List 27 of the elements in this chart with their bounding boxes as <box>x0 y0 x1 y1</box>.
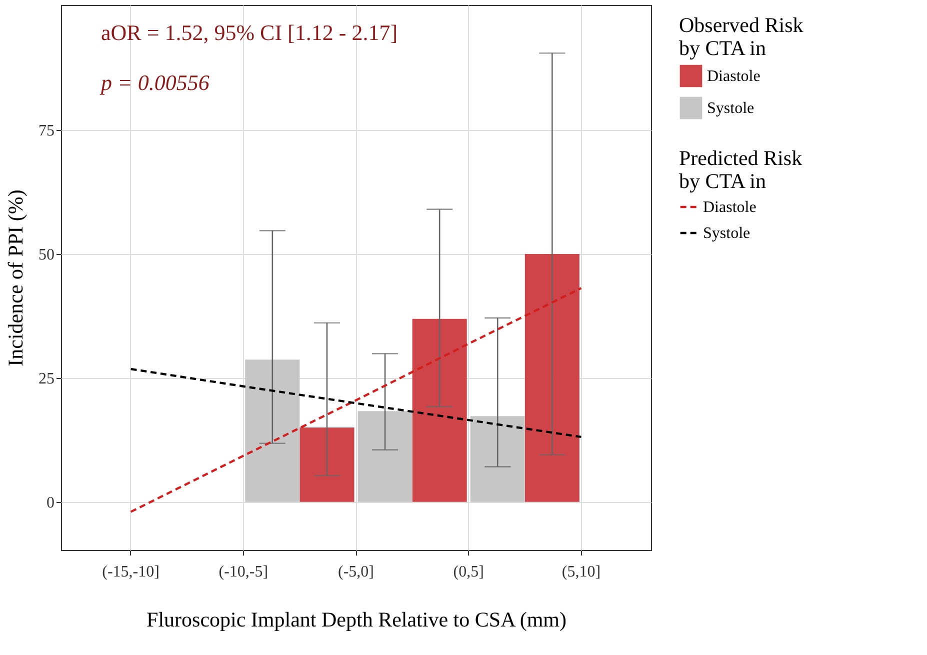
x-axis-title: Fluroscopic Implant Depth Relative to CSA (mm) <box>146 608 566 632</box>
legend-label: Diastole <box>707 68 760 85</box>
legend-label: Diastole <box>703 199 756 216</box>
bar <box>470 416 525 502</box>
y-tick-label: 25 <box>38 370 54 388</box>
bar <box>245 360 300 502</box>
x-tick-label: (-10,-5] <box>218 564 268 580</box>
line-series <box>130 368 582 438</box>
y-tick-label: 75 <box>38 122 54 140</box>
y-axis-title: Incidence of PPI (%) <box>4 190 28 366</box>
y-tick-label: 50 <box>38 246 54 264</box>
y-tick-label: 0 <box>46 494 54 512</box>
annotation: p = 0.00556 <box>99 70 210 95</box>
text: Observed Risk by CTA in <box>679 13 804 60</box>
x-tick-label: (-15,-10] <box>102 564 160 580</box>
annotation: aOR = 1.52, 95% CI [1.12 - 2.17] <box>101 20 398 45</box>
x-tick-label: (5,10] <box>562 564 601 580</box>
bar <box>358 411 412 502</box>
bar <box>412 318 467 502</box>
x-tick-label: (-5,0] <box>338 564 374 580</box>
text: Predicted Risk by CTA in <box>679 146 802 193</box>
bar <box>300 428 354 502</box>
line-series <box>130 287 582 513</box>
bar <box>524 254 580 502</box>
legend-label: Systole <box>707 100 754 117</box>
legend-label: Systole <box>703 225 750 242</box>
x-tick-label: (0,5] <box>453 564 484 580</box>
